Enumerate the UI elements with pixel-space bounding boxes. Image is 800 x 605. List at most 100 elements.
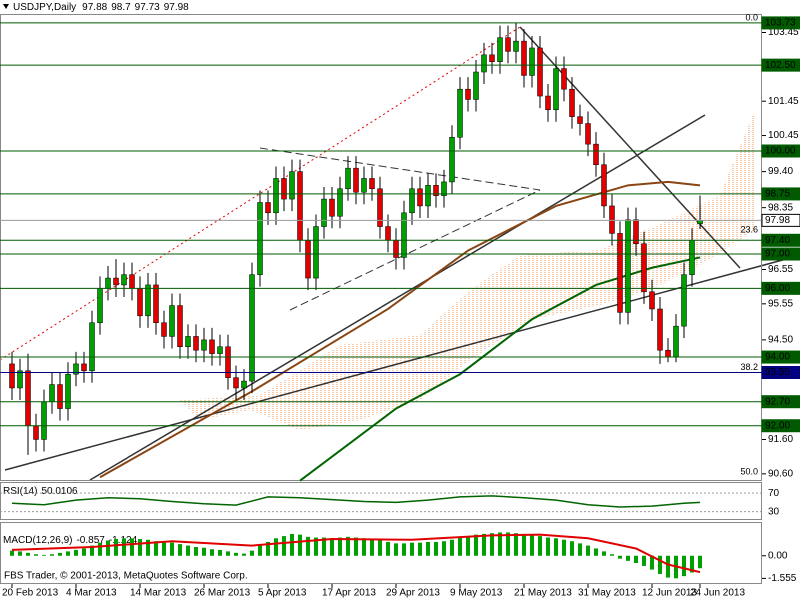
macd-bar (178, 544, 182, 556)
rsi-name: RSI(14) (3, 486, 37, 497)
macd-bar (586, 545, 590, 556)
candle-body (193, 336, 199, 351)
macd-bar (506, 532, 510, 556)
macd-bar (450, 539, 454, 556)
candle-body (545, 95, 551, 111)
macd-bar (10, 550, 14, 556)
candle-body (617, 233, 623, 313)
candle-body (241, 380, 247, 389)
macd-bar (538, 536, 542, 556)
candle-body (169, 305, 175, 337)
y-tick-label: 101.45 (768, 96, 799, 107)
macd-bar (50, 554, 54, 556)
y-tick-label: 91.60 (768, 434, 793, 445)
macd-bar (26, 552, 30, 556)
macd-bar (338, 537, 342, 556)
candle-body (129, 274, 135, 289)
macd-bar (554, 538, 558, 556)
fibo-label: 23.6 (740, 225, 758, 235)
macd-bar (362, 538, 366, 556)
macd-bar (82, 548, 86, 556)
candle-body (321, 198, 327, 227)
level-box (761, 247, 800, 261)
candle-body (481, 54, 487, 73)
candle-body (465, 88, 471, 100)
macd-bar (34, 554, 38, 556)
candle-body (473, 71, 479, 100)
level-label: 103.73 (765, 18, 796, 29)
macd-bar (442, 541, 446, 556)
macd-bar (458, 537, 462, 556)
symbol: USDJPY,Daily (13, 2, 76, 13)
candle-body (577, 116, 583, 124)
watermark: FBS Trader, © 2001-2013, MetaQuotes Soft… (4, 571, 248, 582)
x-tick-label: 14 Mar 2013 (130, 588, 187, 599)
macd-bar (194, 547, 198, 556)
candle-body (233, 377, 239, 389)
candle-body (585, 123, 591, 145)
macd-bar (322, 537, 326, 556)
fibo-label: 50.0 (740, 467, 758, 477)
candle-body (297, 171, 303, 241)
candle-body (49, 384, 55, 402)
level-box (761, 16, 800, 30)
macd-bar (42, 555, 46, 556)
candle-body (657, 308, 663, 351)
macd-bar (226, 551, 230, 556)
level-label: 97.00 (765, 249, 790, 260)
chart-header: USDJPY,Daily 97.88 98.7 97.73 97.98 (13, 2, 189, 13)
macd-bar (130, 538, 134, 556)
macd-bar (162, 541, 166, 556)
candle-body (265, 202, 271, 214)
macd-bar (610, 554, 614, 556)
macd-bar (138, 539, 142, 556)
level-label: 92.00 (765, 420, 790, 431)
level-box (761, 395, 800, 409)
macd-bar (642, 555, 646, 566)
candle-body (313, 226, 319, 279)
macd-bar (90, 545, 94, 556)
macd-bar (98, 542, 102, 556)
candle-body (649, 291, 655, 310)
macd-value: -0.857 (76, 535, 105, 546)
candle-body (409, 188, 415, 214)
level-box (761, 366, 800, 380)
macd-bar (482, 533, 486, 556)
moving-average (299, 256, 701, 482)
macd-bar (202, 547, 206, 556)
macd-bar (394, 543, 398, 556)
x-tick-label: 17 Apr 2013 (322, 588, 376, 599)
macd-bar (402, 543, 406, 556)
macd-bar (274, 538, 278, 556)
candle-body (337, 188, 343, 217)
macd-bar (410, 542, 414, 556)
x-tick-label: 4 Mar 2013 (66, 588, 117, 599)
macd-bar (666, 555, 670, 578)
level-box (761, 350, 800, 364)
rsi-tick-label: 30 (768, 506, 780, 517)
macd-signal (11, 533, 701, 574)
macd-bar (634, 555, 638, 564)
candle-body (665, 349, 671, 358)
macd-bar (570, 541, 574, 556)
macd-bar (106, 540, 110, 556)
moving-average (99, 180, 701, 479)
candle-body (41, 401, 47, 440)
candle-body (433, 185, 439, 196)
candle-body (689, 240, 695, 275)
candle-body (449, 137, 455, 183)
candle-body (105, 277, 111, 289)
x-tick-label: 21 May 2013 (514, 588, 572, 599)
main-panel-frame (0, 14, 762, 481)
macd-bar (210, 549, 214, 556)
candle-body (625, 219, 631, 313)
y-tick-label: 100.45 (768, 130, 799, 141)
level-box (761, 281, 800, 295)
menu-arrow[interactable] (3, 4, 9, 9)
candle-body (513, 40, 519, 52)
macd-bar (426, 541, 430, 556)
macd-bar (378, 540, 382, 556)
rsi-value: 50.0106 (41, 486, 78, 497)
candle-body (137, 288, 143, 317)
level-label: 92.70 (765, 396, 790, 407)
